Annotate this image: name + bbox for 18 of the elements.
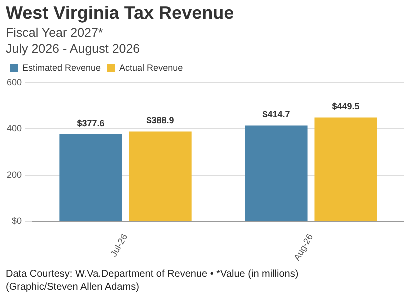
text: Data Courtesy: W.Va.Department of Revenue • *Value (in millions) bbox=[6, 268, 299, 281]
data-label: $388.9 bbox=[146, 116, 174, 126]
data-label: $449.5 bbox=[332, 102, 360, 112]
data-label: $377.6 bbox=[77, 118, 105, 128]
legend-label: Actual Revenue bbox=[120, 62, 184, 73]
chart-title: West Virginia Tax Revenue bbox=[6, 3, 234, 24]
y-tick-label: $0 bbox=[12, 216, 22, 226]
y-tick-label: 400 bbox=[6, 124, 22, 134]
bar bbox=[60, 134, 122, 221]
y-tick-label: 600 bbox=[6, 77, 22, 88]
chart-subtitle: Fiscal Year 2027* July 2026 - August 2026 bbox=[6, 25, 140, 57]
bar bbox=[129, 132, 192, 221]
legend-label: Estimated Revenue bbox=[22, 62, 102, 73]
text: (Graphic/Steven Allen Adams) bbox=[6, 281, 140, 294]
bar bbox=[314, 118, 378, 221]
bar bbox=[245, 126, 308, 221]
y-tick-label: 200 bbox=[6, 170, 22, 180]
data-label: $414.7 bbox=[262, 110, 290, 120]
